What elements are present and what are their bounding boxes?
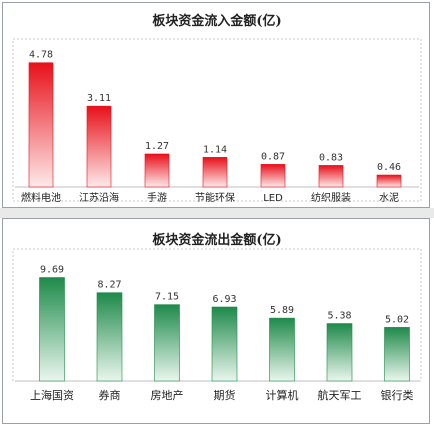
bar-value-label: 3.11 bbox=[87, 93, 111, 104]
category-label: 券商 bbox=[99, 388, 121, 402]
category-label: 江苏沿海 bbox=[79, 191, 119, 204]
bar-value-label: 0.46 bbox=[377, 162, 401, 173]
bar-value-label: 5.38 bbox=[327, 311, 351, 322]
bar bbox=[211, 306, 238, 382]
panel-separator bbox=[0, 208, 434, 218]
bar-value-label: 6.93 bbox=[212, 294, 236, 305]
category-label: 房地产 bbox=[151, 388, 184, 402]
category-label: 手游 bbox=[147, 191, 167, 204]
bar bbox=[86, 105, 112, 188]
bar-value-label: 1.14 bbox=[203, 144, 227, 155]
bar bbox=[28, 62, 54, 188]
category-label: 银行类 bbox=[381, 388, 414, 402]
inflow-chart-title: 板块资金流入金额(亿) bbox=[152, 14, 282, 29]
category-label: 上海国资 bbox=[30, 388, 74, 402]
outflow-chart-panel: 板块资金流出金额(亿) 9.69 上海国资 8.27 券商 7.15 房地产 6.93 期货 5… bbox=[2, 218, 430, 424]
bar bbox=[384, 327, 410, 382]
outflow-chart: 9.69 上海国资 8.27 券商 7.15 房地产 6.93 期货 5.89 计算机 5.38 航天… bbox=[12, 248, 422, 402]
category-label: LED bbox=[263, 193, 283, 204]
bar-value-label: 4.78 bbox=[29, 50, 53, 61]
outflow-chart-title: 板块资金流出金额(亿) bbox=[152, 233, 282, 248]
bar-value-label: 1.27 bbox=[145, 141, 169, 152]
bar bbox=[144, 153, 170, 188]
bar bbox=[154, 304, 180, 382]
category-label: 计算机 bbox=[266, 388, 299, 402]
bar bbox=[376, 174, 402, 188]
bar bbox=[260, 164, 286, 188]
bar bbox=[96, 292, 123, 382]
category-label: 水泥 bbox=[379, 191, 399, 204]
bar bbox=[202, 157, 228, 188]
bar-value-label: 8.27 bbox=[97, 280, 121, 291]
bar-value-label: 5.02 bbox=[385, 314, 409, 325]
bar-value-label: 0.87 bbox=[261, 151, 285, 162]
bar-value-label: 9.69 bbox=[40, 265, 64, 276]
bar bbox=[39, 277, 65, 382]
bar-value-label: 0.83 bbox=[319, 152, 343, 163]
category-label: 纺织服装 bbox=[311, 191, 351, 204]
bar bbox=[326, 323, 353, 382]
category-label: 航天军工 bbox=[318, 388, 362, 402]
category-label: 期货 bbox=[214, 388, 236, 402]
category-label: 燃料电池 bbox=[21, 191, 61, 204]
bar bbox=[318, 165, 344, 188]
bar bbox=[269, 317, 295, 382]
inflow-plot-frame bbox=[12, 38, 422, 202]
category-label: 节能环保 bbox=[195, 191, 235, 204]
bar-value-label: 5.89 bbox=[270, 305, 294, 316]
inflow-chart: 4.78 燃料电池 3.11 江苏沿海 1.27 手游 1.14 节能环保 0.87 LED 0.8… bbox=[12, 38, 422, 204]
bar-value-label: 7.15 bbox=[155, 292, 179, 303]
inflow-chart-panel: 板块资金流入金额(亿) 4.78 燃料电池 3.11 江苏沿海 1.27 手游 1.14 节能… bbox=[2, 2, 430, 208]
